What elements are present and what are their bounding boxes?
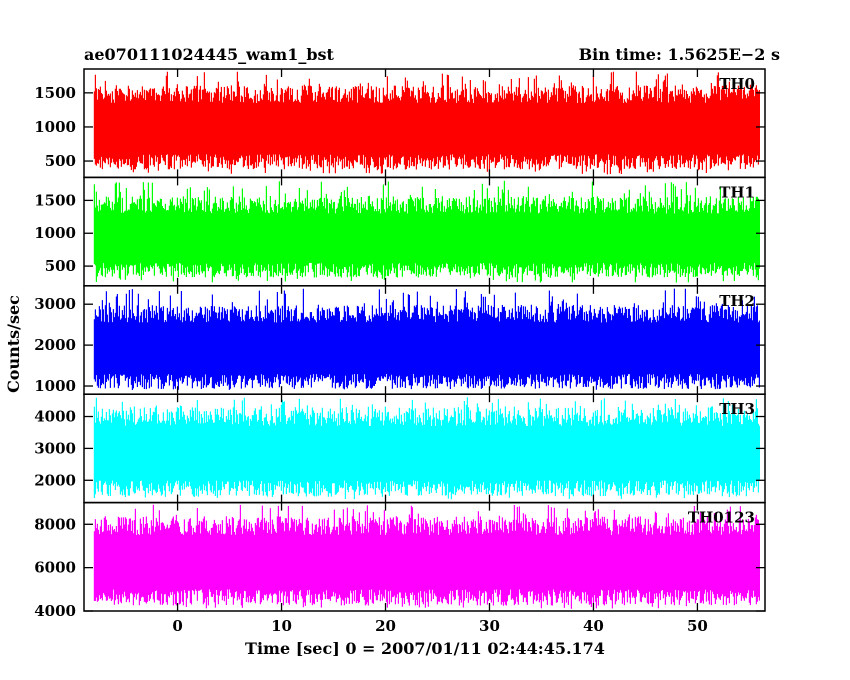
y-tick-label: 8000 <box>34 515 76 533</box>
y-tick-label: 6000 <box>34 559 76 577</box>
x-tick-label: 50 <box>687 617 708 635</box>
y-tick-label: 3000 <box>34 439 76 457</box>
panel-th2: 1000 2000 3000 TH2 <box>34 285 766 395</box>
y-tick-label: 4000 <box>34 408 76 426</box>
x-tick-label: 30 <box>479 617 500 635</box>
series-trace-th3 <box>93 397 760 500</box>
x-axis: 0 10 20 30 40 50 <box>172 617 708 635</box>
panel-name-label: TH0 <box>719 75 755 93</box>
panel-name-label: TH2 <box>719 292 755 310</box>
x-tick-label: 10 <box>271 617 292 635</box>
series-trace-th1 <box>93 180 760 283</box>
x-axis-label: Time [sec] 0 = 2007/01/11 02:44:45.174 <box>245 639 605 658</box>
y-tick-label: 1000 <box>34 224 76 242</box>
panel-frame <box>83 501 766 612</box>
y-tick-label: 2000 <box>34 471 76 489</box>
y-axis-label: Counts/sec <box>4 295 23 393</box>
y-tick-label: 1000 <box>34 118 76 136</box>
panel-th1: 500 1000 1500 TH1 <box>34 176 766 287</box>
panel-th3: 2000 3000 4000 TH3 <box>34 393 766 504</box>
x-tick-label: 0 <box>172 617 182 635</box>
y-tick-label: 1500 <box>34 84 76 102</box>
panel-name-label: TH3 <box>719 400 755 418</box>
panel-name-label: TH0123 <box>688 509 755 527</box>
y-tick-label: 1000 <box>34 377 76 395</box>
panel-name-label: TH1 <box>719 183 755 201</box>
y-tick-label: 500 <box>45 257 76 275</box>
series-trace-th0 <box>93 71 760 175</box>
y-tick-label: 3000 <box>34 295 76 313</box>
y-tick-label: 2000 <box>34 336 76 354</box>
y-tick-label: 1500 <box>34 191 76 209</box>
series-trace-th2 <box>93 288 760 390</box>
panels-group: 500 1000 1500 TH0 500 1000 1500 TH1 1000 2000 3000… <box>34 68 766 620</box>
bin-time-label: Bin time: 1.5625E−2 s <box>579 45 780 64</box>
x-tick-label: 40 <box>583 617 604 635</box>
y-tick-label: 500 <box>45 152 76 170</box>
x-tick-label: 20 <box>375 617 396 635</box>
panel-th0123: 4000 6000 8000 TH0123 <box>34 501 766 620</box>
panel-th0: 500 1000 1500 TH0 <box>34 68 766 179</box>
chart-title: ae070111024445_wam1_bst <box>84 45 335 64</box>
series-trace-th0123 <box>93 504 760 609</box>
y-tick-label: 4000 <box>34 602 76 620</box>
